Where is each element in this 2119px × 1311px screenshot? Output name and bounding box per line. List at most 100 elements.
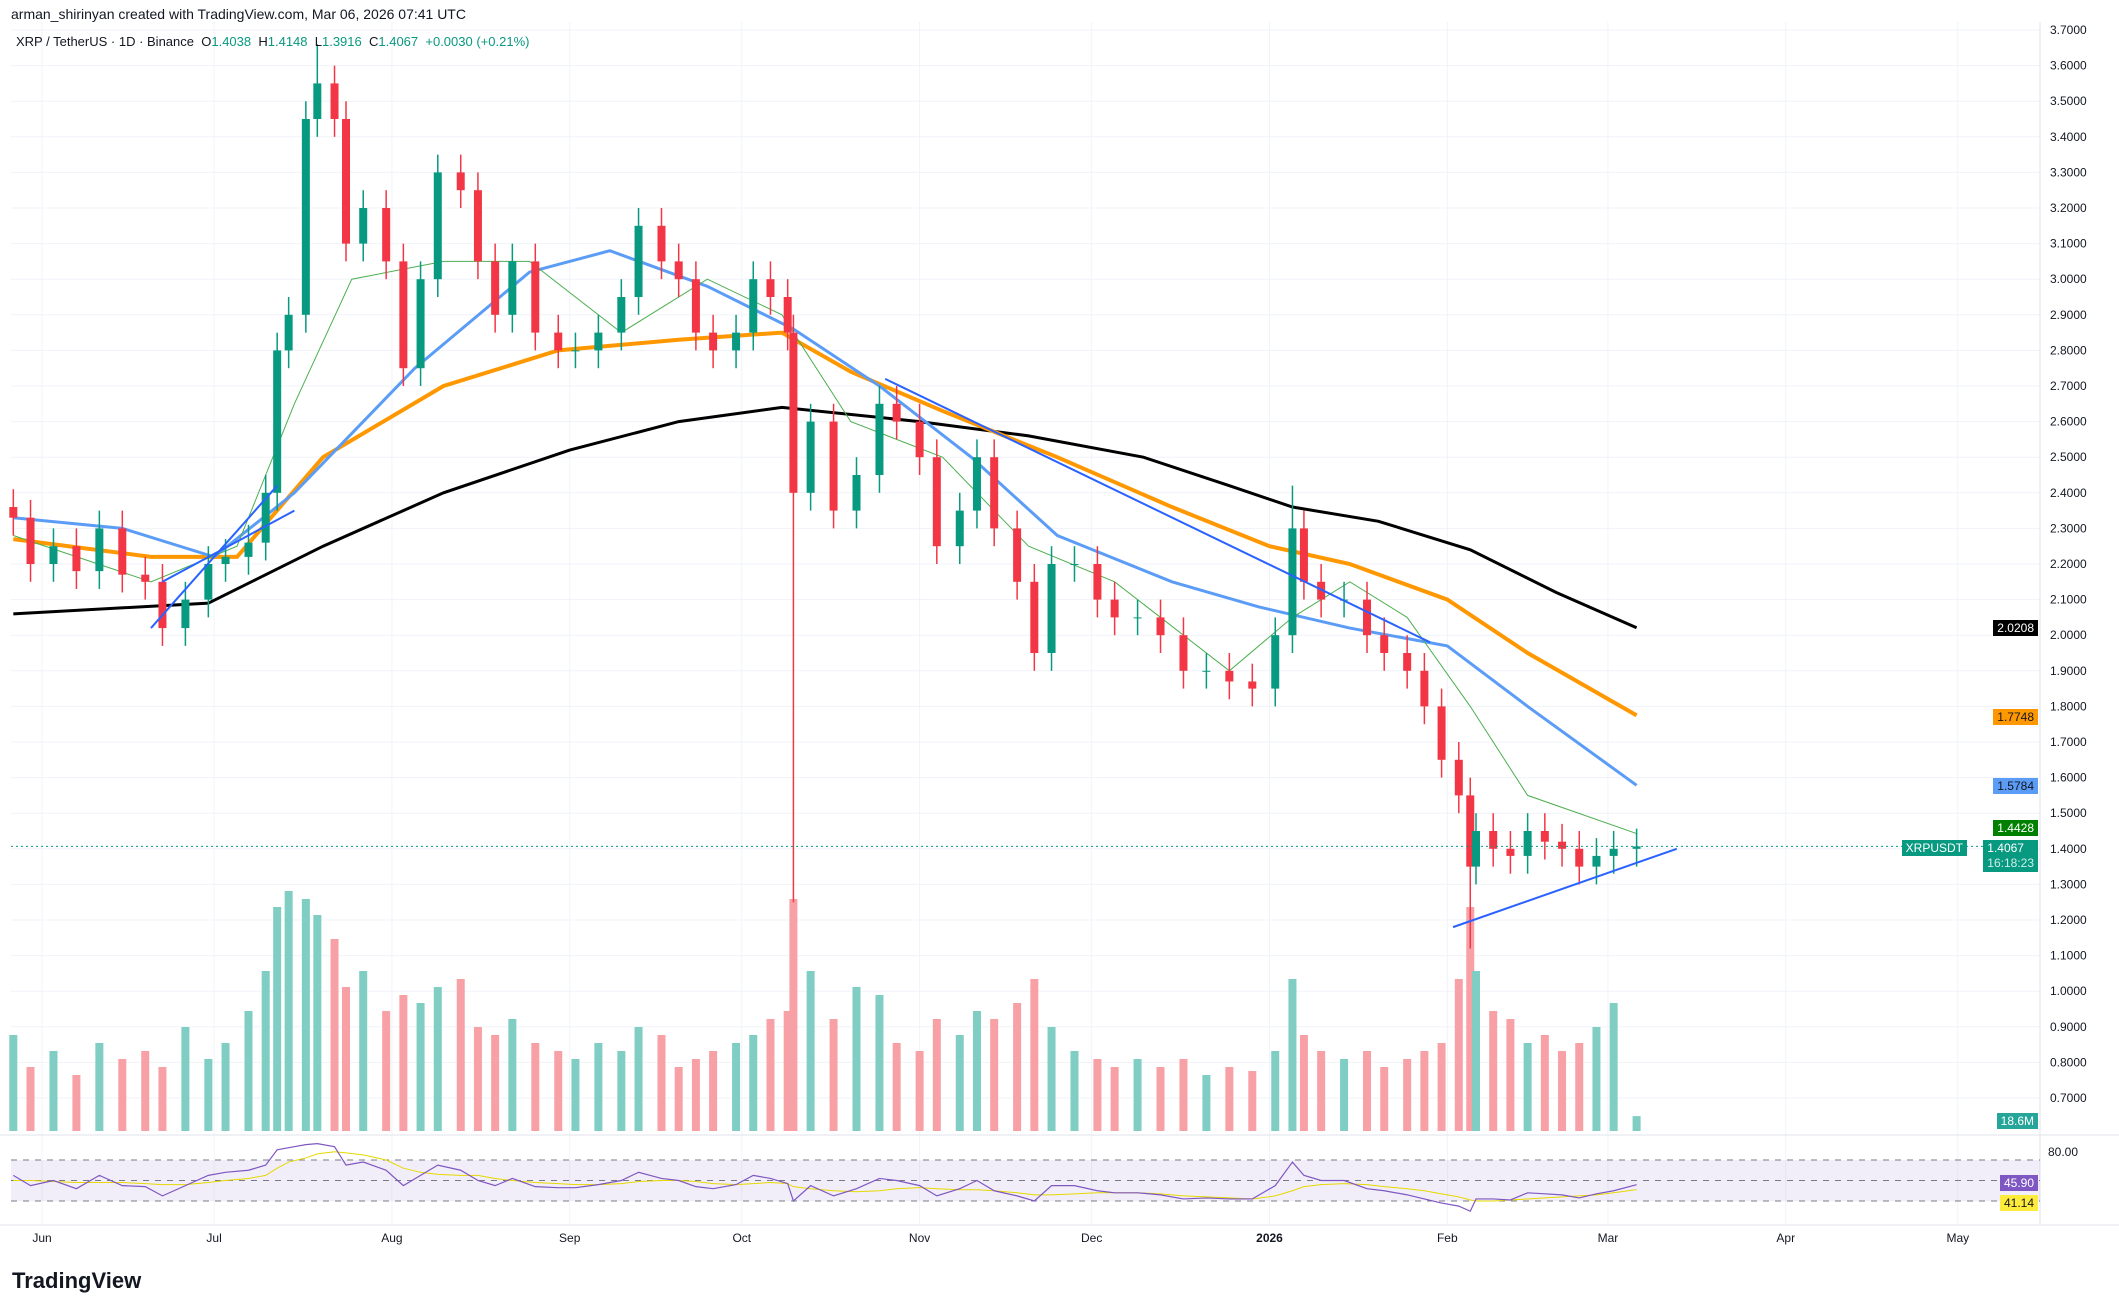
candle-body <box>1110 599 1119 618</box>
volume-bar <box>330 939 339 1131</box>
volume-bar <box>1437 1043 1446 1131</box>
candle-body <box>1609 848 1618 856</box>
candle-body <box>1540 831 1549 842</box>
candle-body <box>1093 564 1102 600</box>
volume-bar <box>1179 1059 1188 1131</box>
volume-bar <box>382 1011 391 1131</box>
y-tick-label: 1.6000 <box>2050 771 2087 785</box>
volume-bar <box>732 1043 741 1131</box>
candle-body <box>1133 617 1142 619</box>
candle-body <box>1156 617 1165 636</box>
volume-bar <box>433 987 442 1131</box>
y-tick-label: 2.7000 <box>2050 379 2087 393</box>
y-tick-label: 1.4000 <box>2050 842 2087 856</box>
low-value: 1.3916 <box>321 34 362 49</box>
bar-countdown: 16:18:23 <box>1987 856 2034 870</box>
x-tick-label: Dec <box>1081 1231 1102 1245</box>
volume-bar <box>617 1051 626 1131</box>
volume-bar <box>158 1067 167 1131</box>
candle-body <box>273 350 282 493</box>
volume-bar <box>1403 1059 1412 1131</box>
candle-body <box>1454 759 1463 796</box>
volume-bar <box>1540 1035 1549 1131</box>
volume-bar <box>1489 1011 1498 1131</box>
low-label: L <box>314 34 322 49</box>
y-tick-label: 1.2000 <box>2050 913 2087 927</box>
y-tick-label: 2.6000 <box>2050 415 2087 429</box>
volume-bar <box>955 1035 964 1131</box>
volume-bar <box>990 1019 999 1131</box>
candle-body <box>313 83 322 119</box>
candle-body <box>1271 635 1280 689</box>
volume-bar <box>875 995 884 1131</box>
y-tick-label: 2.2000 <box>2050 557 2087 571</box>
volume-bar <box>554 1051 563 1131</box>
ma-blue-line <box>13 249 1638 787</box>
candle-body <box>766 279 775 297</box>
volume-bar <box>892 1043 901 1131</box>
open-value: 1.4038 <box>211 34 252 49</box>
candle-body <box>301 119 310 315</box>
y-tick-label: 2.4000 <box>2050 486 2087 500</box>
symbol-title[interactable]: XRP / TetherUS · 1D · Binance <box>16 34 194 49</box>
rsi-ma-line <box>13 1151 1637 1202</box>
volume-bar <box>657 1035 666 1131</box>
volume-bar <box>1592 1027 1601 1131</box>
candle-body <box>359 208 368 244</box>
volume-bar <box>1317 1051 1326 1131</box>
candle-body <box>1506 848 1515 856</box>
y-tick-label: 1.9000 <box>2050 664 2087 678</box>
volume-bar <box>806 971 815 1131</box>
volume-bar <box>1466 907 1475 1131</box>
x-tick-label: Jul <box>206 1231 221 1245</box>
close-label: C <box>368 34 379 49</box>
volume-bar <box>95 1043 104 1131</box>
volume-bar <box>972 1011 981 1131</box>
volume-bar <box>342 987 351 1131</box>
candle-body <box>181 599 190 629</box>
volume-bar <box>1380 1067 1389 1131</box>
volume-bar <box>1093 1059 1102 1131</box>
symbol-legend: XRP / TetherUS · 1D · Binance O1.4038 H1… <box>16 34 529 49</box>
candle-body <box>1466 795 1475 867</box>
y-tick-label: 1.8000 <box>2050 699 2087 713</box>
ma-green-tag: 1.4428 <box>1993 820 2038 836</box>
candle-body <box>783 297 792 333</box>
volume-bar <box>1632 1116 1641 1131</box>
y-tick-label: 2.0000 <box>2050 628 2087 642</box>
symbol-tag: XRPUSDT <box>1901 840 1967 856</box>
candle-body <box>554 332 563 351</box>
y-tick-label: 0.8000 <box>2050 1055 2087 1069</box>
volume-bar <box>594 1043 603 1131</box>
candle-body <box>1380 635 1389 653</box>
volume-bar <box>1288 979 1297 1131</box>
candle-body <box>1363 599 1372 636</box>
volume-bar <box>456 979 465 1131</box>
candle-body <box>508 261 517 315</box>
volume-bar <box>829 1019 838 1131</box>
candle-body <box>49 546 58 564</box>
volume-bar <box>1202 1075 1211 1131</box>
volume-bar <box>416 1003 425 1131</box>
candle-body <box>118 528 127 575</box>
candle-body <box>594 332 603 351</box>
x-tick-label: Sep <box>559 1231 581 1245</box>
volume-bar <box>49 1051 58 1131</box>
volume-bar <box>1575 1043 1584 1131</box>
tradingview-logo[interactable]: TradingView <box>12 1268 142 1293</box>
volume-bar <box>1070 1051 1079 1131</box>
volume-bar <box>1363 1051 1372 1131</box>
volume-tag: 18.6M <box>1996 1113 2038 1129</box>
candle-body <box>1047 564 1056 653</box>
candle-body <box>141 574 150 582</box>
volume-bar <box>72 1075 81 1131</box>
candle-body <box>806 421 815 493</box>
candle-body <box>1632 846 1641 849</box>
open-label: O <box>201 34 212 49</box>
volume-bar <box>1133 1059 1142 1131</box>
candle-body <box>1299 528 1308 582</box>
volume-bar <box>491 1035 500 1131</box>
volume-bar <box>244 1011 253 1131</box>
volume-bar <box>141 1051 150 1131</box>
